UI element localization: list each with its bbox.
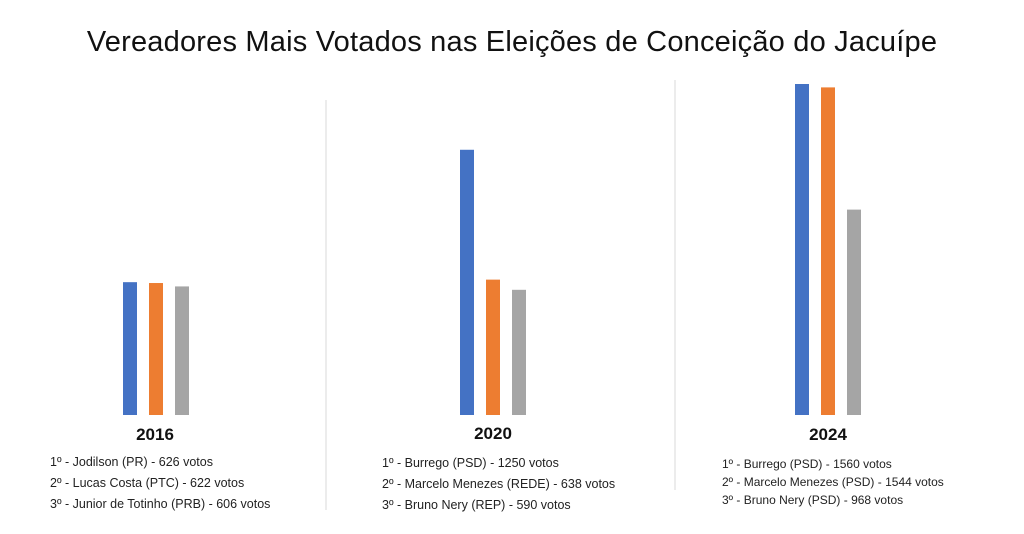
bar-2024-first — [795, 84, 809, 415]
chart-title: Vereadores Mais Votados nas Eleições de … — [86, 26, 938, 58]
legend-entry: 2º - Marcelo Menezes (PSD) - 1544 votos — [722, 475, 944, 489]
bar-2024-third — [847, 209, 861, 415]
year-label-2016: 2016 — [136, 425, 174, 444]
legend-entry: 1º - Burrego (PSD) - 1560 votos — [722, 457, 892, 471]
legend-2020: 1º - Burrego (PSD) - 1250 votos 2º - Mar… — [382, 453, 615, 516]
bar-2016-second — [149, 283, 163, 415]
bar-2024-second — [821, 87, 835, 416]
legend-2016: 1º - Jodilson (PR) - 626 votos 2º - Luca… — [50, 452, 270, 515]
legend-entry: 2º - Lucas Costa (PTC) - 622 votos — [50, 476, 245, 490]
bar-2020-first — [460, 149, 474, 415]
bar-2020-second — [486, 279, 500, 415]
bars-group — [123, 84, 861, 416]
legend-entry: 3º - Junior de Totinho (PRB) - 606 votos — [50, 497, 271, 511]
legend-entry: 3º - Bruno Nery (PSD) - 968 votos — [722, 493, 904, 507]
year-label-2024: 2024 — [809, 425, 847, 444]
bar-2020-third — [512, 289, 526, 415]
legend-entry: 1º - Burrego (PSD) - 1250 votos — [382, 456, 559, 470]
bar-2016-first — [123, 282, 137, 415]
year-label-2020: 2020 — [474, 424, 512, 443]
legend-2024: 1º - Burrego (PSD) - 1560 votos 2º - Mar… — [722, 455, 944, 509]
legend-entry: 2º - Marcelo Menezes (REDE) - 638 votos — [382, 477, 616, 491]
legend-entry: 1º - Jodilson (PR) - 626 votos — [50, 455, 213, 469]
legend-entry: 3º - Bruno Nery (REP) - 590 votos — [382, 498, 571, 512]
bar-2016-third — [175, 286, 189, 415]
